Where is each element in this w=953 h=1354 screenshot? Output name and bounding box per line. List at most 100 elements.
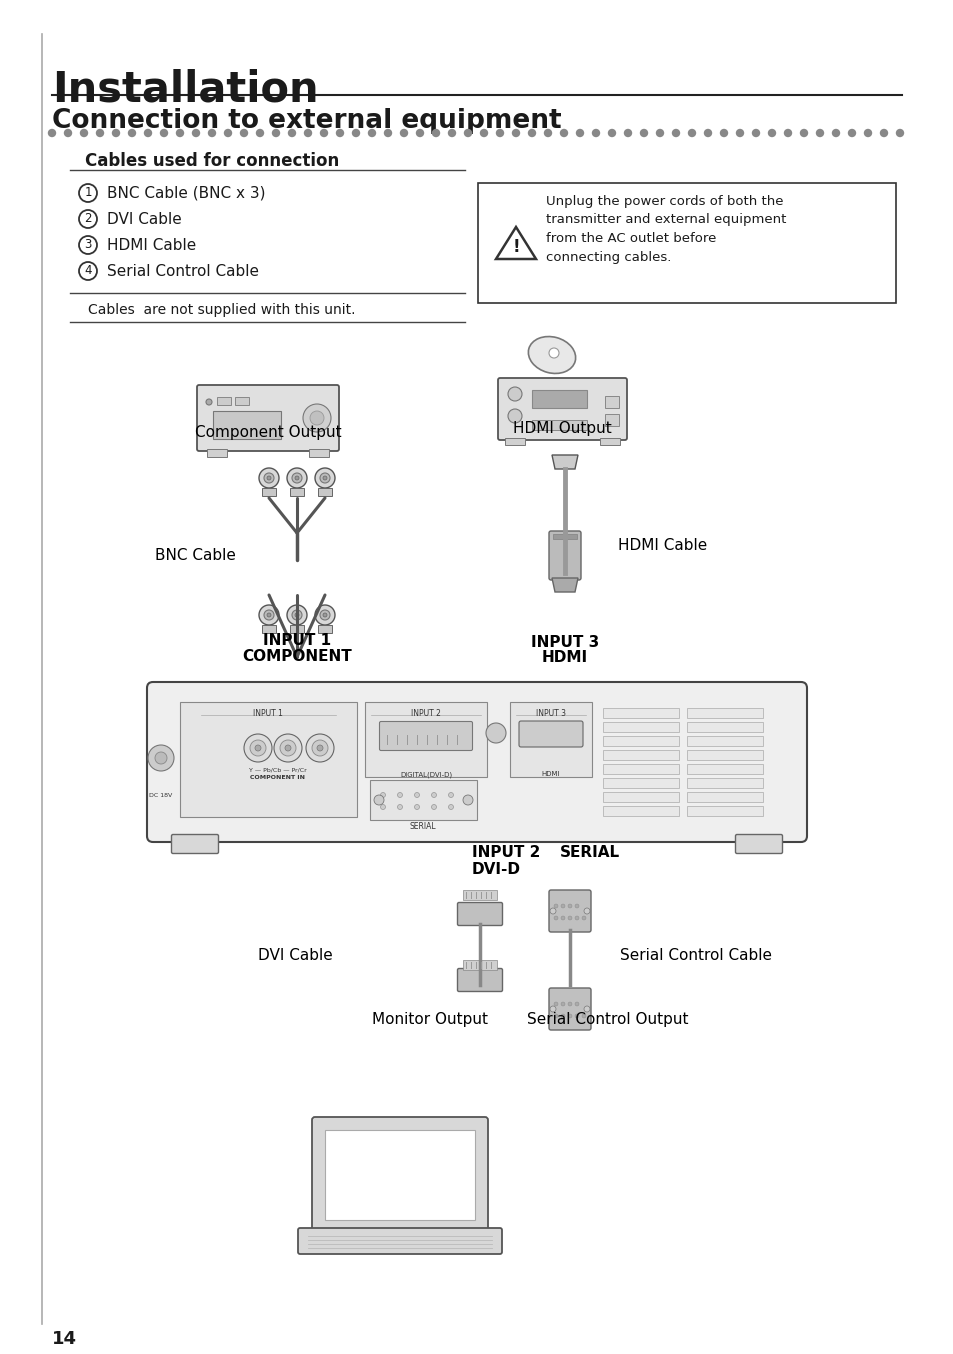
Circle shape bbox=[464, 130, 471, 137]
Circle shape bbox=[414, 804, 419, 810]
Circle shape bbox=[548, 348, 558, 357]
FancyBboxPatch shape bbox=[312, 1117, 488, 1233]
Circle shape bbox=[416, 130, 423, 137]
Circle shape bbox=[258, 605, 278, 626]
Circle shape bbox=[608, 130, 615, 137]
Bar bbox=[599, 437, 619, 445]
Circle shape bbox=[575, 917, 578, 919]
Circle shape bbox=[285, 745, 291, 751]
Text: SERIAL: SERIAL bbox=[559, 845, 619, 860]
Circle shape bbox=[256, 130, 263, 137]
FancyBboxPatch shape bbox=[510, 701, 592, 777]
Text: Unplug the power cords of both the
transmitter and external equipment
from the A: Unplug the power cords of both the trans… bbox=[545, 195, 785, 264]
Circle shape bbox=[783, 130, 791, 137]
Circle shape bbox=[431, 804, 436, 810]
FancyBboxPatch shape bbox=[365, 701, 486, 777]
Circle shape bbox=[575, 1014, 578, 1018]
Circle shape bbox=[320, 130, 327, 137]
Circle shape bbox=[656, 130, 662, 137]
Circle shape bbox=[384, 130, 391, 137]
Circle shape bbox=[672, 130, 679, 137]
FancyBboxPatch shape bbox=[735, 834, 781, 853]
Circle shape bbox=[154, 751, 167, 764]
Circle shape bbox=[560, 904, 564, 909]
Circle shape bbox=[148, 745, 173, 770]
Circle shape bbox=[316, 745, 323, 751]
Bar bbox=[462, 960, 497, 969]
Circle shape bbox=[314, 605, 335, 626]
Circle shape bbox=[397, 792, 402, 798]
Circle shape bbox=[752, 130, 759, 137]
FancyBboxPatch shape bbox=[457, 903, 502, 926]
Polygon shape bbox=[552, 578, 578, 592]
Bar bbox=[602, 779, 679, 788]
Circle shape bbox=[703, 130, 711, 137]
FancyBboxPatch shape bbox=[147, 682, 806, 842]
Circle shape bbox=[567, 917, 572, 919]
Text: DVI-D: DVI-D bbox=[472, 862, 520, 877]
Circle shape bbox=[400, 130, 407, 137]
Text: 4: 4 bbox=[84, 264, 91, 278]
Circle shape bbox=[304, 130, 312, 137]
Circle shape bbox=[863, 130, 871, 137]
Text: Installation: Installation bbox=[52, 68, 318, 110]
Bar bbox=[686, 792, 762, 802]
Circle shape bbox=[816, 130, 822, 137]
FancyBboxPatch shape bbox=[548, 531, 580, 580]
Circle shape bbox=[323, 613, 327, 617]
Circle shape bbox=[274, 734, 302, 762]
Circle shape bbox=[380, 804, 385, 810]
Circle shape bbox=[720, 130, 727, 137]
Bar bbox=[602, 764, 679, 774]
Text: !: ! bbox=[512, 238, 519, 256]
Text: INPUT 2: INPUT 2 bbox=[411, 709, 440, 718]
Bar bbox=[477, 183, 895, 303]
Circle shape bbox=[244, 734, 272, 762]
FancyBboxPatch shape bbox=[518, 720, 582, 747]
FancyBboxPatch shape bbox=[180, 701, 356, 816]
Text: 2: 2 bbox=[84, 213, 91, 226]
Bar bbox=[602, 806, 679, 816]
Circle shape bbox=[292, 473, 302, 483]
Circle shape bbox=[264, 473, 274, 483]
Bar bbox=[602, 722, 679, 733]
Bar bbox=[462, 890, 497, 900]
Circle shape bbox=[567, 904, 572, 909]
Circle shape bbox=[240, 130, 247, 137]
Text: 1: 1 bbox=[84, 187, 91, 199]
Bar bbox=[602, 708, 679, 718]
Polygon shape bbox=[552, 455, 578, 468]
Text: BNC Cable (BNC x 3): BNC Cable (BNC x 3) bbox=[107, 185, 265, 200]
Text: DVI Cable: DVI Cable bbox=[107, 211, 182, 226]
Text: Serial Control Output: Serial Control Output bbox=[526, 1011, 688, 1026]
Text: INPUT 3: INPUT 3 bbox=[536, 709, 565, 718]
Text: COMPONENT: COMPONENT bbox=[242, 649, 352, 663]
Circle shape bbox=[624, 130, 631, 137]
Circle shape bbox=[292, 611, 302, 620]
Circle shape bbox=[323, 477, 327, 481]
Bar bbox=[686, 764, 762, 774]
Text: Serial Control Cable: Serial Control Cable bbox=[619, 948, 771, 963]
Circle shape bbox=[209, 130, 215, 137]
Circle shape bbox=[206, 399, 212, 405]
Circle shape bbox=[310, 412, 324, 425]
Bar bbox=[602, 792, 679, 802]
FancyBboxPatch shape bbox=[497, 378, 626, 440]
Ellipse shape bbox=[528, 337, 575, 374]
Circle shape bbox=[575, 1002, 578, 1006]
Circle shape bbox=[544, 130, 551, 137]
Circle shape bbox=[49, 130, 55, 137]
Circle shape bbox=[129, 130, 135, 137]
Bar bbox=[686, 708, 762, 718]
Circle shape bbox=[319, 611, 330, 620]
Text: HDMI Output: HDMI Output bbox=[512, 421, 611, 436]
Circle shape bbox=[397, 804, 402, 810]
Circle shape bbox=[688, 130, 695, 137]
Circle shape bbox=[480, 130, 487, 137]
Circle shape bbox=[554, 1014, 558, 1018]
Text: Component Output: Component Output bbox=[194, 425, 341, 440]
Bar bbox=[317, 626, 332, 634]
Circle shape bbox=[550, 909, 556, 914]
Circle shape bbox=[507, 387, 521, 401]
Bar bbox=[216, 397, 231, 405]
